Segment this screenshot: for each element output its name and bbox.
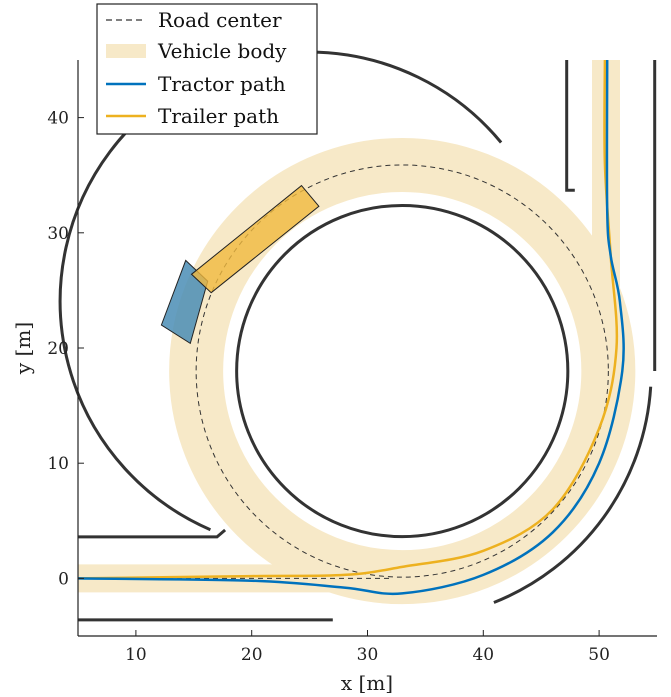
- road-inner-edge: [235, 203, 570, 539]
- y-tick-label: 10: [47, 454, 69, 474]
- road-center-ring: [195, 164, 609, 578]
- road-outer-edge-lower: [493, 386, 653, 604]
- vehicle-trailer: [190, 184, 320, 294]
- legend-box: [96, 3, 318, 135]
- x-tick-label: 20: [241, 645, 263, 665]
- road-edges-layer: [58, 50, 657, 622]
- x-tick-label: 40: [472, 645, 494, 665]
- y-tick-label: 40: [47, 109, 69, 129]
- road-edge-top-entry: [78, 528, 227, 539]
- legend: Road center Vehicle body Tractor path Tr…: [96, 3, 318, 135]
- y-tick-label: 0: [58, 569, 69, 589]
- legend-label-tractor-path: Tractor path: [158, 72, 286, 96]
- road-outer-edge: [58, 50, 503, 532]
- y-tick-label: 30: [47, 224, 69, 244]
- tractor-path-line: [77, 59, 625, 596]
- x-tick-label: 10: [125, 645, 147, 665]
- x-tick-label: 50: [588, 645, 610, 665]
- legend-label-trailer-path: Trailer path: [158, 104, 279, 128]
- legend-label-vehicle-body: Vehicle body: [157, 39, 287, 63]
- paths-layer: [77, 59, 625, 596]
- road-edge-upper-right: [565, 60, 575, 192]
- x-axis-label: x [m]: [341, 671, 393, 695]
- y-tick-label: 20: [47, 339, 69, 359]
- ticks-layer: 10 20 30 40 50 0 10 20 30 40: [47, 109, 610, 665]
- x-tick-label: 30: [357, 645, 379, 665]
- vehicle-layer: [160, 184, 320, 345]
- y-axis-label: y [m]: [11, 322, 35, 375]
- vehicle-body-band-layer: [78, 60, 636, 605]
- legend-label-road-center: Road center: [158, 8, 282, 32]
- road-center-layer: [78, 164, 609, 579]
